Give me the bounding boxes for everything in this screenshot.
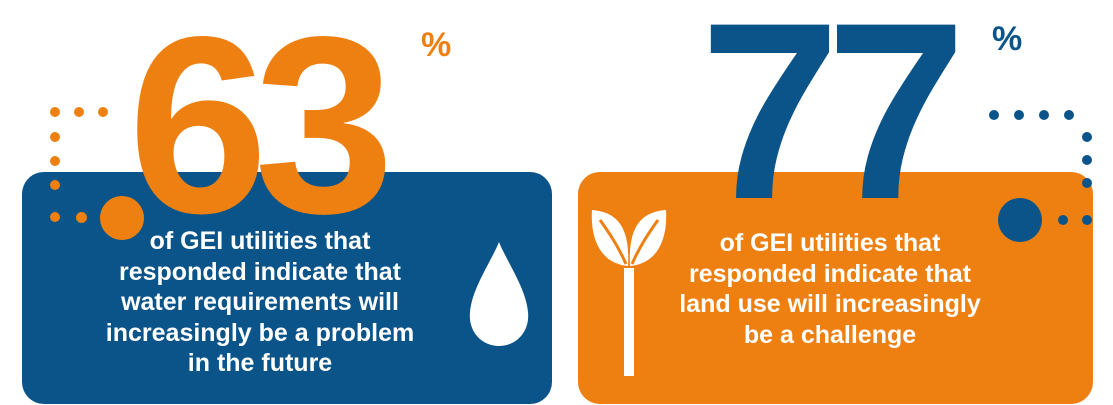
- decor-dot: [1064, 110, 1074, 120]
- decor-dot: [1082, 178, 1092, 188]
- stat-caption-land: of GEI utilities that responded indicate…: [679, 229, 981, 349]
- stat-caption-water: of GEI utilities that responded indicate…: [105, 227, 415, 377]
- stat-number-land: 77: [700, 0, 966, 252]
- decor-circle: [998, 198, 1042, 242]
- decor-dot: [50, 156, 60, 166]
- decor-dot: [50, 212, 60, 222]
- percent-sign: %: [421, 26, 452, 64]
- decor-dot: [1082, 215, 1092, 225]
- stat-number-water: 63: [128, 0, 394, 266]
- sprout-icon: [591, 210, 667, 376]
- decor-dot: [76, 212, 87, 223]
- decor-dot: [98, 107, 108, 117]
- decor-dot: [50, 107, 60, 117]
- percent-sign: %: [992, 20, 1023, 58]
- decor-dot: [50, 132, 60, 142]
- decor-dot: [50, 180, 60, 190]
- decor-dot: [74, 107, 84, 117]
- decor-dot: [1058, 215, 1068, 225]
- decor-dot: [1014, 110, 1024, 120]
- decor-dot: [989, 110, 999, 120]
- water-drop-icon: [469, 242, 529, 346]
- decor-dot: [1082, 155, 1092, 165]
- decor-circle: [100, 196, 144, 240]
- decor-dot: [1039, 110, 1049, 120]
- decor-dot: [1082, 132, 1092, 142]
